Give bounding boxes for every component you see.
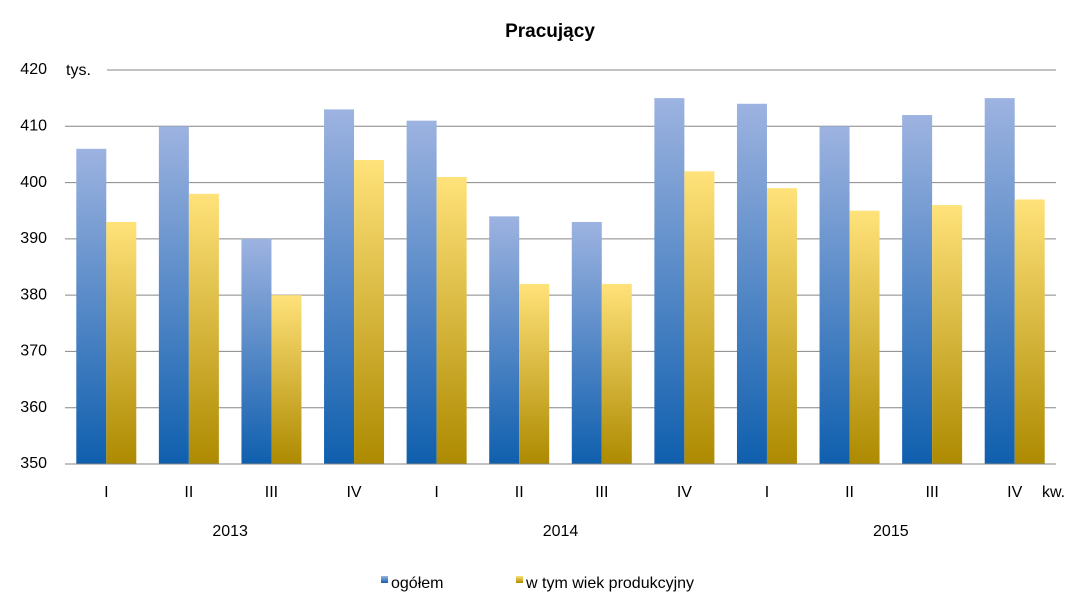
bar	[106, 221, 137, 464]
x-tick-label: II	[845, 484, 854, 501]
chart-title: Pracujący	[505, 21, 595, 42]
bar	[354, 160, 385, 465]
bar	[601, 283, 632, 464]
x-tick-label: III	[925, 484, 938, 501]
x-unit: kw.	[1042, 484, 1065, 501]
x-tick-label: I	[434, 484, 438, 501]
y-unit: tys.	[66, 62, 91, 79]
legend-label: w tym wiek produkcyjny	[525, 575, 694, 592]
y-tick-label: 410	[20, 118, 47, 135]
bar	[489, 216, 520, 464]
bar	[654, 98, 685, 465]
bar	[519, 283, 550, 464]
bar	[819, 126, 850, 465]
y-tick-label: 360	[20, 399, 47, 416]
bar	[324, 109, 355, 465]
y-tick-label: 420	[20, 61, 47, 78]
y-tick-label: 390	[20, 230, 47, 247]
bar	[984, 98, 1015, 465]
y-tick-label: 350	[20, 455, 47, 472]
bar	[406, 120, 437, 465]
bar	[571, 221, 602, 464]
x-tick-label: I	[765, 484, 769, 501]
bar	[271, 295, 302, 464]
legend-swatch	[516, 576, 523, 583]
bar	[436, 176, 467, 464]
bar	[932, 205, 963, 465]
bar	[766, 188, 797, 464]
x-tick-label: II	[515, 484, 524, 501]
bar	[158, 126, 189, 465]
bar	[902, 115, 933, 465]
x-tick-label: IV	[677, 484, 692, 501]
y-tick-label: 380	[20, 286, 47, 303]
bar	[1014, 199, 1045, 464]
y-tick-label: 370	[20, 343, 47, 360]
year-label: 2013	[212, 523, 248, 540]
x-tick-label: I	[104, 484, 108, 501]
year-label: 2014	[543, 523, 579, 540]
y-tick-label: 400	[20, 174, 47, 191]
bar	[849, 210, 880, 464]
legend-swatch	[381, 576, 388, 583]
x-tick-label: III	[595, 484, 608, 501]
bar	[76, 148, 107, 465]
x-tick-label: IV	[346, 484, 361, 501]
year-label: 2015	[873, 523, 909, 540]
x-tick-label: II	[184, 484, 193, 501]
x-tick-label: IV	[1007, 484, 1022, 501]
bar	[241, 238, 272, 464]
bar	[736, 103, 767, 465]
legend-label: ogółem	[391, 575, 443, 592]
bar	[188, 193, 219, 465]
bar	[684, 171, 715, 465]
x-tick-label: III	[265, 484, 278, 501]
